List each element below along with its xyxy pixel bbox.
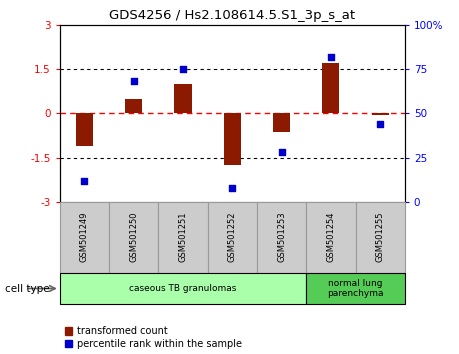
Bar: [109, 202, 158, 273]
Bar: [322, 63, 339, 113]
Bar: [355, 202, 404, 273]
Point: [277, 149, 285, 155]
Text: GSM501251: GSM501251: [178, 212, 187, 262]
Point: [130, 79, 137, 84]
Point: [326, 54, 334, 59]
Bar: [174, 84, 191, 113]
Bar: [272, 113, 290, 132]
Text: GSM501254: GSM501254: [326, 212, 335, 262]
Bar: [158, 202, 207, 273]
Bar: [60, 273, 306, 304]
Text: GSM501250: GSM501250: [129, 212, 138, 262]
Bar: [371, 113, 388, 115]
Bar: [306, 273, 404, 304]
Text: GSM501255: GSM501255: [375, 212, 384, 262]
Bar: [60, 202, 109, 273]
Bar: [257, 202, 306, 273]
Bar: [207, 202, 257, 273]
Bar: [306, 202, 355, 273]
Bar: [223, 113, 241, 165]
Point: [81, 178, 88, 183]
Text: GSM501253: GSM501253: [276, 212, 285, 263]
Point: [228, 185, 235, 190]
Text: cell type: cell type: [5, 284, 49, 293]
Title: GDS4256 / Hs2.108614.5.S1_3p_s_at: GDS4256 / Hs2.108614.5.S1_3p_s_at: [109, 9, 355, 22]
Point: [375, 121, 383, 127]
Text: GSM501252: GSM501252: [227, 212, 236, 262]
Legend: transformed count, percentile rank within the sample: transformed count, percentile rank withi…: [65, 326, 242, 349]
Bar: [76, 113, 93, 146]
Point: [179, 66, 186, 72]
Text: normal lung
parenchyma: normal lung parenchyma: [326, 279, 383, 298]
Text: caseous TB granulomas: caseous TB granulomas: [129, 284, 236, 293]
Bar: [125, 98, 142, 113]
Text: GSM501249: GSM501249: [80, 212, 89, 262]
